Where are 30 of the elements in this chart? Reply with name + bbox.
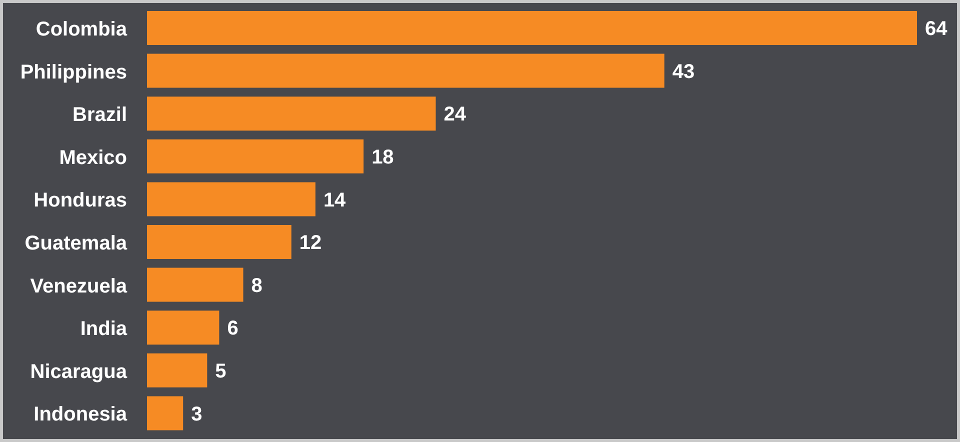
bar — [147, 268, 244, 302]
bar — [147, 54, 664, 88]
bar — [147, 139, 364, 174]
data-label: 43 — [672, 60, 695, 83]
data-label: 12 — [299, 232, 322, 254]
data-label: 64 — [925, 18, 948, 40]
bar — [147, 310, 220, 345]
bar — [147, 182, 316, 216]
bar — [147, 96, 436, 131]
data-label: 6 — [227, 318, 238, 340]
data-label: 5 — [215, 360, 226, 382]
data-label: 8 — [251, 274, 262, 297]
y-tick-label: Philippines — [20, 61, 127, 84]
bar — [147, 11, 917, 45]
y-tick-label: Guatemala — [24, 232, 128, 254]
bar — [147, 225, 292, 259]
data-label: 18 — [372, 146, 394, 168]
y-tick-label: Honduras — [34, 190, 127, 212]
y-tick-label: Mexico — [59, 146, 127, 169]
y-tick-label: Venezuela — [30, 275, 128, 298]
y-tick-label: Colombia — [36, 18, 128, 40]
y-tick-label: Brazil — [72, 104, 127, 126]
data-label: 3 — [191, 403, 202, 426]
y-tick-label: India — [80, 318, 128, 340]
y-tick-label: Indonesia — [34, 404, 128, 426]
bar — [147, 396, 184, 430]
data-label: 14 — [323, 189, 347, 212]
y-tick-label: Nicaragua — [30, 360, 128, 383]
data-label: 24 — [444, 104, 467, 126]
bar — [147, 353, 208, 388]
